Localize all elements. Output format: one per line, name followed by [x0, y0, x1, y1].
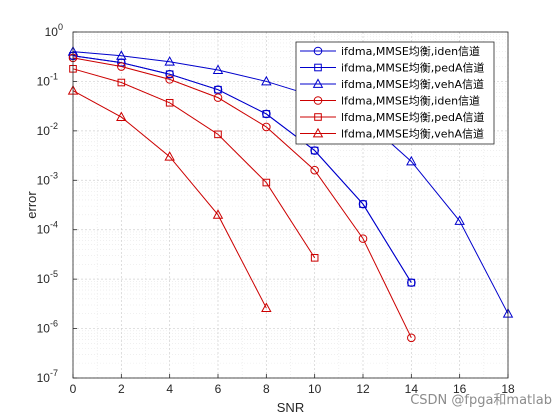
triangle-marker [261, 302, 272, 312]
series-line [72, 57, 412, 339]
x-tick-label: 18 [501, 382, 515, 396]
triangle-marker [116, 111, 127, 121]
square-marker [262, 178, 271, 187]
series-line [72, 55, 412, 283]
watermark: CSDN @fpga和matlab [410, 393, 552, 408]
triangle-marker [312, 78, 324, 88]
legend-entry: ifdma,MMSE均衡,pedA信道 [300, 61, 485, 75]
legend-entry: lfdma,MMSE均衡,pedA信道 [300, 110, 485, 124]
x-tick-label: 12 [356, 382, 370, 396]
triangle-marker [454, 215, 465, 225]
triangle-marker [261, 75, 272, 86]
legend-label: lfdma,MMSE均衡,iden信道 [341, 94, 480, 108]
square-marker [310, 146, 319, 155]
x-tick-label: 0 [70, 382, 77, 396]
square-marker [214, 130, 222, 139]
circle-marker [213, 93, 223, 102]
series-triangle-red [67, 85, 272, 312]
legend-label: lfdma,MMSE均衡,pedA信道 [341, 110, 485, 124]
circle-marker [262, 122, 271, 132]
square-marker [314, 113, 322, 121]
circle-marker [313, 46, 323, 56]
series-line [72, 68, 316, 259]
square-marker [262, 110, 271, 118]
triangle-marker [212, 209, 224, 219]
triangle-marker [406, 155, 417, 166]
square-marker [359, 200, 367, 208]
square-marker [214, 85, 222, 94]
x-tick-label: 2 [118, 382, 125, 396]
series-square-red [69, 65, 319, 262]
triangle-marker [312, 127, 324, 138]
y-axis-label: error [24, 191, 39, 219]
legend-entry: ifdma,MMSE均衡,vehA信道 [300, 77, 484, 91]
square-marker [407, 278, 416, 287]
series-lines [67, 46, 514, 343]
series-square-blue [69, 51, 416, 287]
triangle-marker [164, 56, 175, 66]
circle-marker [407, 333, 416, 343]
legend-label: ifdma,MMSE均衡,iden信道 [341, 44, 480, 58]
x-tick-label: 14 [405, 382, 419, 396]
legend-entry: lfdma,MMSE均衡,iden信道 [300, 94, 480, 108]
series-line [72, 51, 509, 314]
triangle-marker [164, 151, 175, 161]
legend-box [295, 41, 495, 145]
triangle-marker [116, 50, 127, 60]
legend-label: ifdma,MMSE均衡,pedA信道 [341, 61, 485, 75]
circle-marker [358, 234, 368, 243]
triangle-marker [212, 64, 224, 74]
x-axis-label: SNR [277, 400, 304, 415]
x-tick-label: 16 [453, 382, 467, 396]
square-marker [310, 254, 319, 262]
legend: ifdma,MMSE均衡,iden信道 ifdma,MMSE均衡,pedA信道 if… [295, 41, 495, 145]
x-tick-label: 6 [215, 382, 222, 396]
square-marker [314, 63, 322, 72]
legend-label: ifdma,MMSE均衡,vehA信道 [341, 77, 484, 91]
circle-marker [310, 165, 319, 175]
legend-label: lfdma,MMSE均衡,vehA信道 [341, 127, 484, 141]
series-line [72, 90, 267, 309]
circle-marker [117, 62, 126, 71]
series-circle-red [68, 53, 416, 343]
x-tick-label: 4 [166, 382, 173, 396]
plot-frame [72, 31, 509, 379]
circle-marker [165, 75, 174, 84]
square-marker [165, 70, 174, 79]
square-marker [117, 78, 126, 87]
circle-marker [313, 96, 323, 105]
x-tick-label: 8 [263, 382, 270, 396]
square-marker [165, 98, 174, 107]
legend-entry: lfdma,MMSE均衡,vehA信道 [300, 127, 484, 141]
x-tick-label: 10 [308, 382, 322, 396]
legend-entry: ifdma,MMSE均衡,iden信道 [300, 44, 480, 58]
